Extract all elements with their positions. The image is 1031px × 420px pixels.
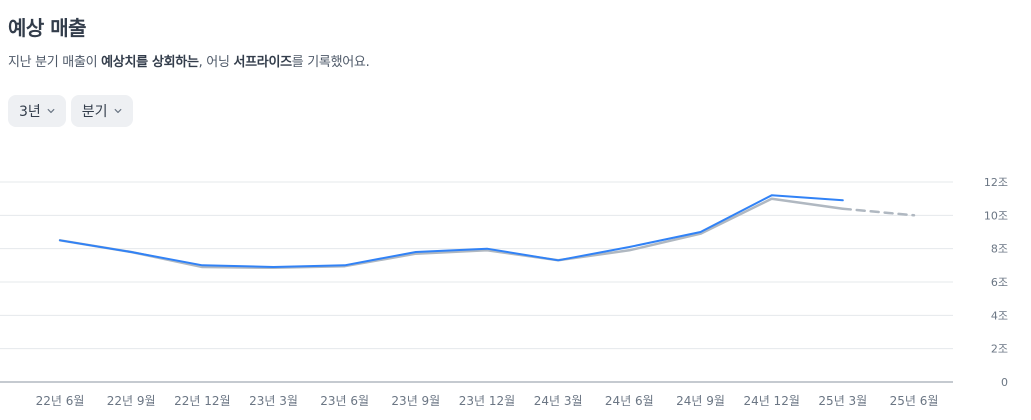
period-dropdown[interactable]: 3년 — [8, 95, 66, 127]
subtitle-text-2: , 어닝 — [198, 55, 234, 70]
estimate-series-line — [58, 197, 845, 270]
x-axis: 22년 6월 22년 9월 22년 12월 23년 3월 23년 6월 23년 9월 23년… — [36, 394, 939, 408]
period-dropdown-label: 3년 — [19, 104, 41, 120]
y-tick-label: 6조 — [991, 276, 1008, 289]
x-tick-label: 24년 6월 — [605, 394, 654, 408]
x-tick-label: 25년 6월 — [890, 394, 939, 408]
page-subtitle: 지난 분기 매출이 예상치를 상회하는, 어닝 서프라이즈를 기록했어요. — [8, 51, 370, 70]
y-tick-label: 12조 — [984, 176, 1008, 189]
chevron-down-icon — [47, 108, 55, 114]
x-tick-label: 22년 9월 — [107, 394, 156, 408]
subtitle-highlight-1: 예상치를 상회하는 — [101, 55, 199, 70]
y-axis: 0 2조 4조 6조 8조 10조 12조 — [984, 176, 1008, 389]
page-title: 예상 매출 — [8, 16, 87, 40]
filter-bar: 3년 분기 — [8, 95, 133, 127]
x-tick-label: 22년 6월 — [36, 394, 85, 408]
subtitle-text-3: 를 기록했어요. — [291, 55, 370, 70]
y-tick-label: 10조 — [984, 209, 1008, 222]
interval-dropdown-label: 분기 — [81, 104, 108, 120]
y-tick-label: 0 — [1001, 376, 1008, 389]
x-tick-label: 24년 12월 — [743, 394, 799, 408]
y-tick-label: 8조 — [991, 243, 1008, 256]
x-tick-label: 22년 12월 — [174, 394, 230, 408]
grid — [0, 181, 953, 383]
interval-dropdown[interactable]: 분기 — [70, 95, 133, 127]
subtitle-highlight-2: 서프라이즈 — [233, 55, 292, 70]
x-tick-label: 23년 9월 — [391, 394, 440, 408]
x-tick-label: 24년 9월 — [676, 394, 725, 408]
x-tick-label: 23년 6월 — [320, 394, 369, 408]
x-tick-label: 23년 3월 — [249, 394, 298, 408]
chevron-down-icon — [114, 108, 121, 114]
x-tick-label: 25년 3월 — [818, 394, 867, 408]
subtitle-text-1: 지난 분기 매출이 — [8, 55, 102, 70]
actual-series-line — [59, 194, 844, 268]
series-lines — [58, 194, 916, 270]
estimate-forecast-line — [841, 207, 916, 217]
y-tick-label: 2조 — [991, 343, 1008, 356]
y-tick-label: 4조 — [991, 309, 1008, 322]
x-tick-label: 24년 3월 — [534, 394, 583, 408]
x-tick-label: 23년 12월 — [459, 394, 515, 408]
